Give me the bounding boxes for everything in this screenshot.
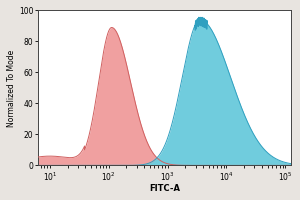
Y-axis label: Normalized To Mode: Normalized To Mode [7, 49, 16, 127]
X-axis label: FITC-A: FITC-A [149, 184, 180, 193]
